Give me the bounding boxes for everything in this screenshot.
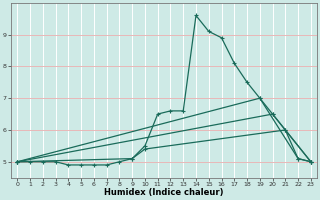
X-axis label: Humidex (Indice chaleur): Humidex (Indice chaleur)	[104, 188, 224, 197]
